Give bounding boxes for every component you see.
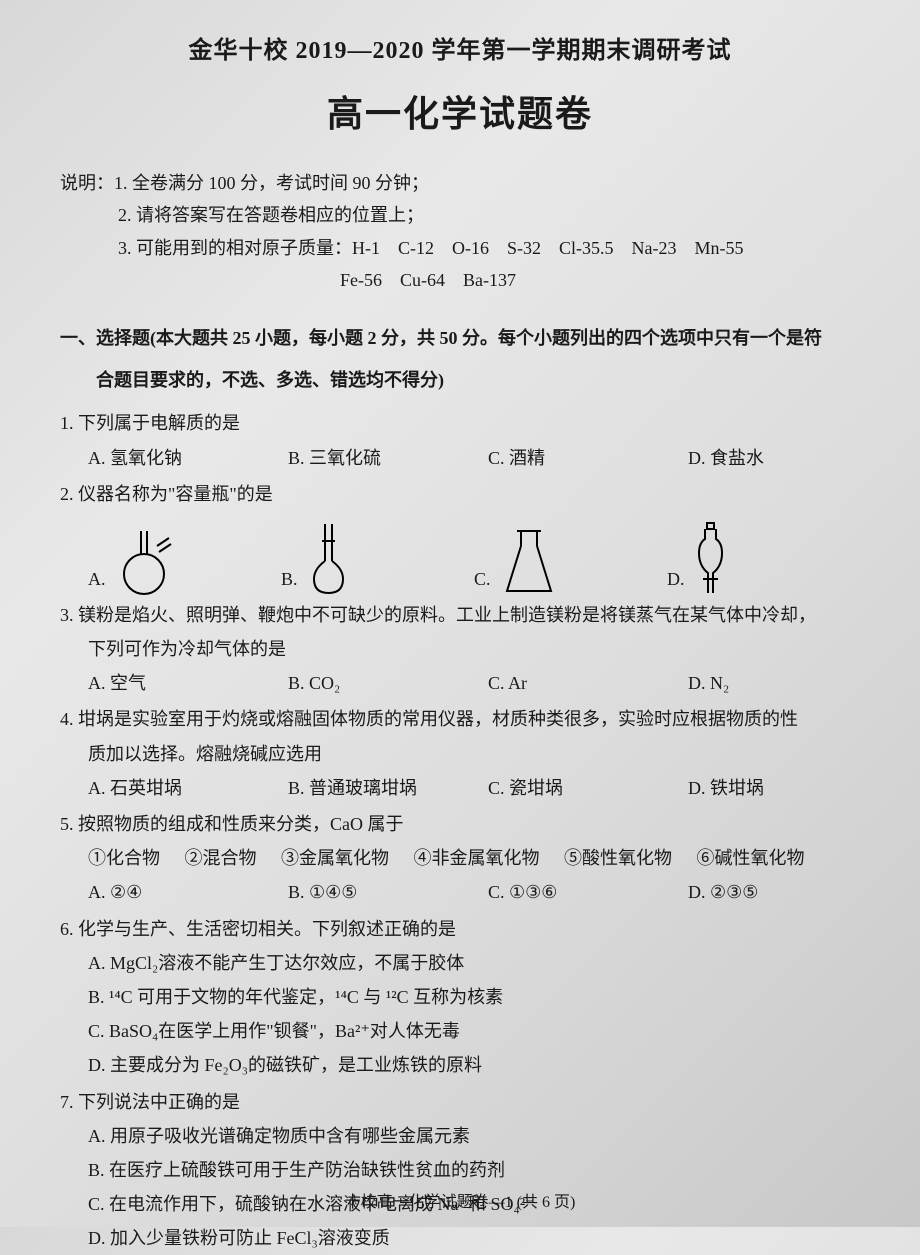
- question-3: 3. 镁粉是焰火、照明弹、鞭炮中不可缺少的原料。工业上制造镁粉是将镁蒸气在某气体…: [60, 598, 860, 701]
- q2-text: 2. 仪器名称为"容量瓶"的是: [60, 477, 860, 511]
- q2-d-label: D.: [667, 562, 685, 596]
- question-5: 5. 按照物质的组成和性质来分类，CaO 属于 ①化合物 ②混合物 ③金属氧化物…: [60, 807, 860, 910]
- question-6: 6. 化学与生产、生活密切相关。下列叙述正确的是 A. MgCl₂溶液不能产生丁…: [60, 912, 860, 1083]
- volumetric-flask-icon: [306, 521, 351, 596]
- exam-title: 高一化学试题卷: [60, 85, 860, 137]
- instruction-3: 3. 可能用到的相对原子质量：H-1 C-12 O-16 S-32 Cl-35.…: [60, 232, 860, 264]
- instructions-block: 说明：1. 全卷满分 100 分，考试时间 90 分钟； 2. 请将答案写在答题…: [60, 167, 860, 297]
- q4-text: 4. 坩埚是实验室用于灼烧或熔融固体物质的常用仪器，材质种类很多，实验时应根据物…: [60, 702, 860, 736]
- q3-options: A. 空气 B. CO₂ C. Ar D. N₂: [60, 666, 860, 700]
- q7-text: 7. 下列说法中正确的是: [60, 1085, 860, 1119]
- q4-text2: 质加以选择。熔融烧碱应选用: [60, 737, 860, 771]
- q5-opt-c: C. ①③⑥: [488, 875, 688, 909]
- q4-opt-a: A. 石英坩埚: [88, 771, 288, 805]
- instruction-2: 2. 请将答案写在答题卷相应的位置上；: [60, 199, 860, 231]
- q2-b-label: B.: [281, 562, 298, 596]
- q1-opt-c: C. 酒精: [488, 441, 688, 475]
- q5-cat1: ①化合物: [88, 841, 160, 875]
- q4-opt-c: C. 瓷坩埚: [488, 771, 688, 805]
- q5-cat4: ④非金属氧化物: [414, 841, 540, 875]
- q4-options: A. 石英坩埚 B. 普通玻璃坩埚 C. 瓷坩埚 D. 铁坩埚: [60, 771, 860, 805]
- q4-opt-b: B. 普通玻璃坩埚: [288, 771, 488, 805]
- section-1-header-2: 合题目要求的，不选、多选、错选均不得分): [60, 364, 860, 396]
- q2-opt-b: B.: [281, 521, 474, 596]
- q3-opt-d: D. N₂: [688, 666, 868, 700]
- section-1-header: 一、选择题(本大题共 25 小题，每小题 2 分，共 50 分。每个小题列出的四…: [60, 322, 860, 354]
- q5-cat3: ③金属氧化物: [281, 841, 389, 875]
- instruction-3b: Fe-56 Cu-64 Ba-137: [60, 264, 860, 296]
- q4-opt-d: D. 铁坩埚: [688, 771, 868, 805]
- question-7: 7. 下列说法中正确的是 A. 用原子吸收光谱确定物质中含有哪些金属元素 B. …: [60, 1085, 860, 1255]
- q5-opt-d: D. ②③⑤: [688, 875, 868, 909]
- q6-text: 6. 化学与生产、生活密切相关。下列叙述正确的是: [60, 912, 860, 946]
- q3-opt-c: C. Ar: [488, 666, 688, 700]
- q5-opt-a: A. ②④: [88, 875, 288, 909]
- instruction-1: 说明：1. 全卷满分 100 分，考试时间 90 分钟；: [60, 167, 860, 199]
- q2-opt-d: D.: [667, 521, 860, 596]
- flask-distillation-icon: [114, 526, 174, 596]
- q2-a-label: A.: [88, 562, 106, 596]
- q1-text: 1. 下列属于电解质的是: [60, 406, 860, 440]
- q5-options: A. ②④ B. ①④⑤ C. ①③⑥ D. ②③⑤: [60, 875, 860, 909]
- q1-opt-d: D. 食盐水: [688, 441, 868, 475]
- exam-header: 金华十校 2019—2020 学年第一学期期末调研考试: [60, 30, 860, 65]
- q6-opt-a: A. MgCl₂溶液不能产生丁达尔效应，不属于胶体: [60, 946, 860, 980]
- q5-cat6: ⑥碱性氧化物: [697, 841, 805, 875]
- question-2: 2. 仪器名称为"容量瓶"的是 A. B.: [60, 477, 860, 596]
- q5-cat2: ②混合物: [185, 841, 257, 875]
- q1-opt-a: A. 氢氧化钠: [88, 441, 288, 475]
- q6-opt-c: C. BaSO₄在医学上用作"钡餐"，Ba²⁺对人体无毒: [60, 1014, 860, 1048]
- q7-opt-d: D. 加入少量铁粉可防止 FeCl₃溶液变质: [60, 1221, 860, 1255]
- q5-cat5: ⑤酸性氧化物: [564, 841, 672, 875]
- q2-c-label: C.: [474, 562, 491, 596]
- q7-opt-a: A. 用原子吸收光谱确定物质中含有哪些金属元素: [60, 1119, 860, 1153]
- question-4: 4. 坩埚是实验室用于灼烧或熔融固体物质的常用仪器，材质种类很多，实验时应根据物…: [60, 702, 860, 805]
- q6-opt-d: D. 主要成分为 Fe₂O₃的磁铁矿，是工业炼铁的原料: [60, 1048, 860, 1082]
- q5-opt-b: B. ①④⑤: [288, 875, 488, 909]
- q1-options: A. 氢氧化钠 B. 三氧化硫 C. 酒精 D. 食盐水: [60, 441, 860, 475]
- q3-text: 3. 镁粉是焰火、照明弹、鞭炮中不可缺少的原料。工业上制造镁粉是将镁蒸气在某气体…: [60, 598, 860, 632]
- q2-opt-a: A.: [88, 526, 281, 596]
- q1-opt-b: B. 三氧化硫: [288, 441, 488, 475]
- q7-opt-b: B. 在医疗上硫酸铁可用于生产防治缺铁性贫血的药剂: [60, 1153, 860, 1187]
- q2-options: A. B.: [60, 511, 860, 596]
- instruction-1-text: 1. 全卷满分 100 分，考试时间 90 分钟；: [114, 173, 429, 193]
- q3-opt-a: A. 空气: [88, 666, 288, 700]
- question-1: 1. 下列属于电解质的是 A. 氢氧化钠 B. 三氧化硫 C. 酒精 D. 食盐…: [60, 406, 860, 474]
- page-footer: 十校高一化学试题卷—1 (共 6 页): [0, 1188, 920, 1212]
- separating-funnel-icon: [693, 521, 728, 596]
- erlenmeyer-flask-icon: [499, 526, 559, 596]
- instruction-label: 说明：: [60, 173, 114, 193]
- q5-text: 5. 按照物质的组成和性质来分类，CaO 属于: [60, 807, 860, 841]
- q3-text2: 下列可作为冷却气体的是: [60, 632, 860, 666]
- q3-opt-b: B. CO₂: [288, 666, 488, 700]
- q5-categories: ①化合物 ②混合物 ③金属氧化物 ④非金属氧化物 ⑤酸性氧化物 ⑥碱性氧化物: [60, 841, 860, 875]
- q6-opt-b: B. ¹⁴C 可用于文物的年代鉴定，¹⁴C 与 ¹²C 互称为核素: [60, 980, 860, 1014]
- q2-opt-c: C.: [474, 526, 667, 596]
